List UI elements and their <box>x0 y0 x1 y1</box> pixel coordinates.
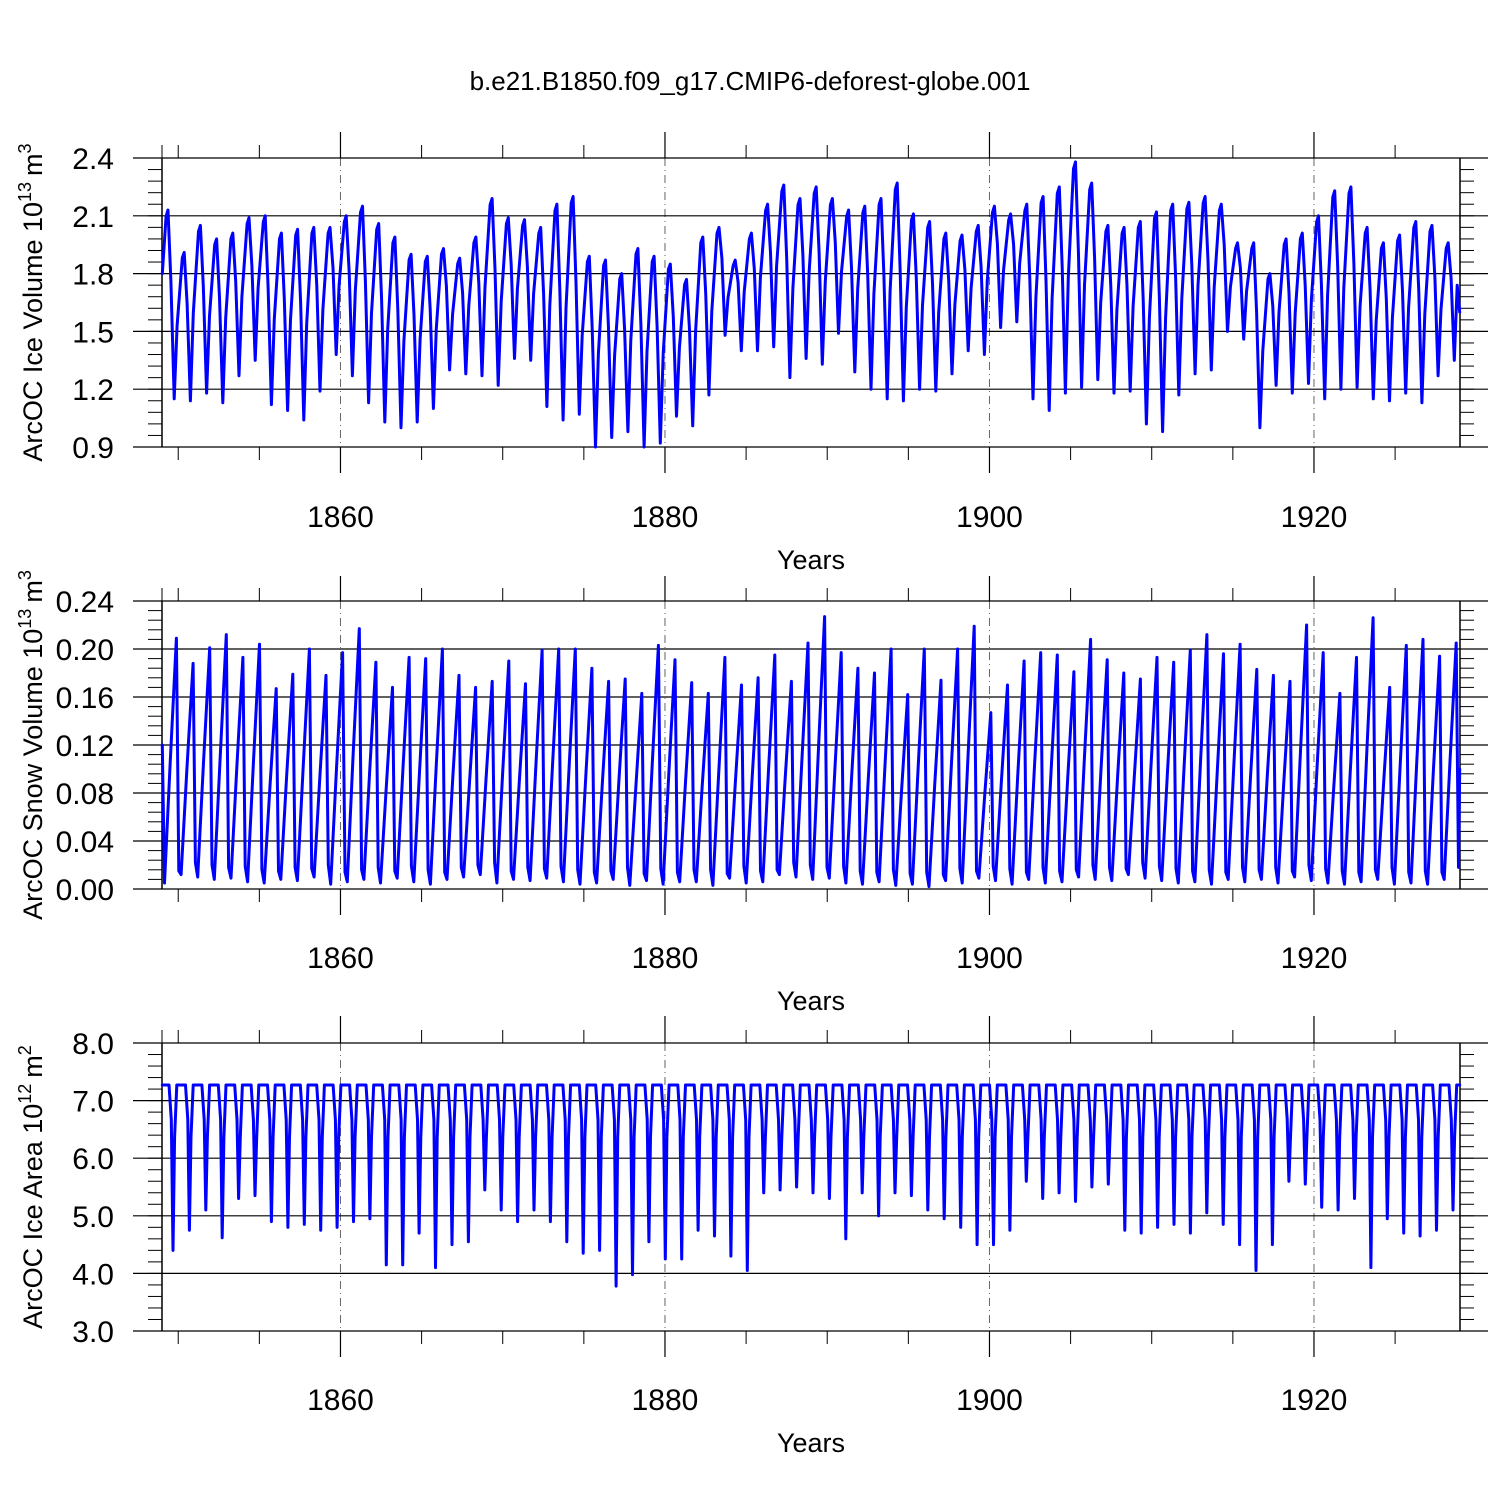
data-series-line <box>160 1083 1462 1288</box>
y-tick-label: 1.5 <box>72 316 114 349</box>
y-tick-label: 1.2 <box>72 374 114 407</box>
x-tick-label: 1920 <box>1281 942 1348 975</box>
x-axis-label: Years <box>777 986 845 1016</box>
figure-title: b.e21.B1850.f09_g17.CMIP6-deforest-globe… <box>469 66 1031 96</box>
y-axis-label: ArcOC Ice Area 1012 m2 <box>15 1045 48 1329</box>
y-axis-label: ArcOC Snow Volume 1013 m3 <box>15 570 48 920</box>
y-tick-label: 0.16 <box>56 682 114 715</box>
x-tick-label: 1860 <box>307 1384 374 1417</box>
x-tick-label: 1880 <box>632 942 699 975</box>
y-tick-label: 6.0 <box>72 1143 114 1176</box>
y-tick-label: 4.0 <box>72 1258 114 1291</box>
y-axis-label-main: ArcOC Ice Area 10 <box>18 1104 48 1329</box>
y-tick-label: 7.0 <box>72 1086 114 1119</box>
x-axis-label: Years <box>777 545 845 575</box>
x-tick-label: 1860 <box>307 942 374 975</box>
y-tick-label: 0.12 <box>56 730 114 763</box>
y-tick-label: 0.24 <box>56 586 114 619</box>
y-axis-label-exponent: 13 <box>15 609 35 629</box>
y-axis-label-unit: m <box>18 1055 48 1078</box>
y-tick-label: 0.04 <box>56 826 114 859</box>
y-tick-label: 3.0 <box>72 1316 114 1349</box>
y-axis-label-exponent: 12 <box>15 1084 35 1104</box>
y-tick-label: 0.08 <box>56 778 114 811</box>
data-series-line <box>160 160 1462 449</box>
y-axis-label-main: ArcOC Ice Volume 10 <box>18 202 48 462</box>
x-tick-label: 1920 <box>1281 1384 1348 1417</box>
x-axis-label: Years <box>777 1428 845 1458</box>
y-tick-label: 2.1 <box>72 201 114 234</box>
y-tick-label: 1.8 <box>72 259 114 292</box>
y-tick-label: 8.0 <box>72 1028 114 1061</box>
x-tick-label: 1920 <box>1281 501 1348 534</box>
data-series-line <box>160 615 1462 889</box>
y-axis-label-unit-exponent: 2 <box>15 1045 35 1055</box>
y-axis-label-unit: m <box>18 580 48 603</box>
y-tick-label: 0.20 <box>56 634 114 667</box>
snow-volume-panel: 0.00 0.04 0.08 0.12 0.16 0.20 0.24 1860 1880 1900… <box>15 570 1488 1016</box>
y-axis-label-unit: m <box>18 153 48 176</box>
y-axis-label-unit-exponent: 3 <box>15 143 35 153</box>
y-axis-label-exponent: 13 <box>15 182 35 202</box>
x-tick-label: 1860 <box>307 501 374 534</box>
x-tick-label: 1880 <box>632 501 699 534</box>
x-tick-label: 1900 <box>956 1384 1023 1417</box>
ice-area-panel: 3.0 4.0 5.0 6.0 7.0 8.0 1860 1880 1900 1920 Years A… <box>15 1016 1488 1458</box>
y-axis-label-main: ArcOC Snow Volume 10 <box>18 629 48 920</box>
y-tick-label: 2.4 <box>72 143 114 176</box>
ice-volume-panel: 0.9 1.2 1.5 1.8 2.1 2.4 1860 1880 1900 1920 Years A… <box>15 132 1488 575</box>
y-tick-label: 5.0 <box>72 1201 114 1234</box>
y-tick-label: 0.00 <box>56 874 114 907</box>
x-tick-label: 1900 <box>956 501 1023 534</box>
y-axis-label-unit-exponent: 3 <box>15 570 35 580</box>
x-tick-label: 1900 <box>956 942 1023 975</box>
x-tick-label: 1880 <box>632 1384 699 1417</box>
y-tick-label: 0.9 <box>72 432 114 465</box>
y-axis-label: ArcOC Ice Volume 1013 m3 <box>15 143 48 461</box>
